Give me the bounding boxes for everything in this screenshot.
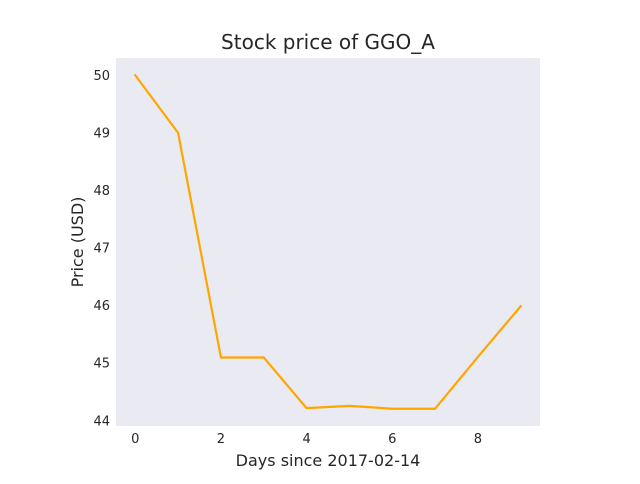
x-tick-label: 0 <box>131 432 139 447</box>
y-tick-label: 48 <box>93 184 110 199</box>
x-tick-label: 8 <box>474 432 482 447</box>
x-tick-label: 4 <box>302 432 310 447</box>
series-layer <box>133 73 523 410</box>
y-tick-label: 46 <box>93 299 110 314</box>
x-axis-ticks: 0 2 4 6 8 <box>131 432 482 447</box>
series-line <box>133 73 523 410</box>
chart-title: Stock price of GGO_A <box>221 30 435 54</box>
y-tick-label: 50 <box>93 69 110 84</box>
x-axis-label: Days since 2017-02-14 <box>236 451 421 470</box>
plot-area <box>116 58 540 426</box>
y-tick-label: 47 <box>93 242 110 257</box>
y-tick-label: 45 <box>93 357 110 372</box>
x-tick-label: 2 <box>217 432 225 447</box>
x-tick-label: 6 <box>388 432 396 447</box>
y-tick-label: 44 <box>93 414 110 429</box>
y-axis-label: Price (USD) <box>68 197 87 288</box>
y-axis-ticks: 44 45 46 47 48 49 50 <box>93 69 110 430</box>
y-tick-label: 49 <box>93 126 110 141</box>
